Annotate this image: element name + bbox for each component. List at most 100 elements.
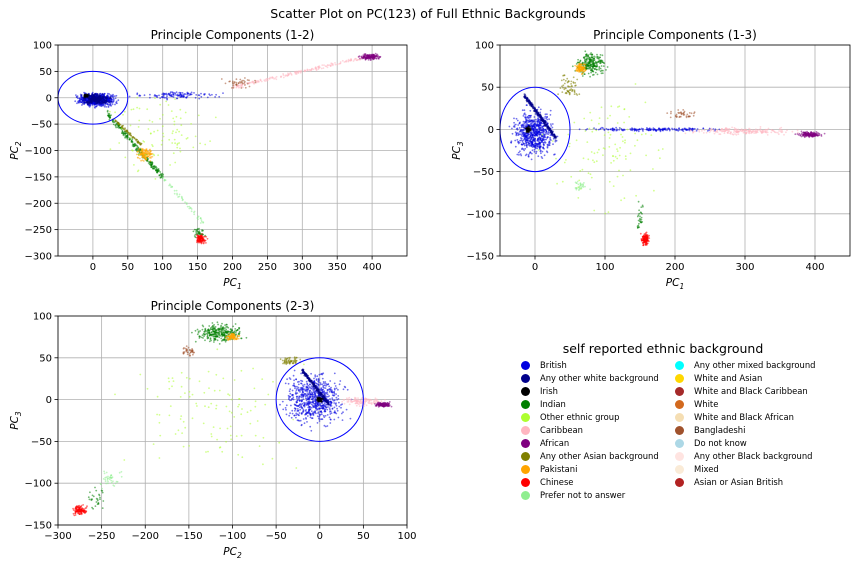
scatter-point [117, 99, 120, 102]
scatter-point [300, 396, 303, 399]
scatter-point [680, 111, 682, 114]
scatter-point [602, 147, 605, 150]
scatter-point [317, 68, 320, 71]
scatter-points [508, 50, 826, 247]
scatter-point [101, 93, 104, 95]
scatter-point [139, 94, 142, 97]
scatter-point [644, 242, 647, 245]
scatter-point [618, 154, 621, 157]
scatter-point [136, 145, 139, 148]
scatter-point [268, 77, 271, 80]
scatter-point [626, 128, 629, 131]
scatter-point [521, 133, 524, 136]
scatter-point [599, 127, 602, 130]
scatter-point [688, 115, 691, 118]
scatter-point [266, 79, 268, 82]
scatter-point [690, 129, 692, 132]
scatter-point [577, 183, 580, 186]
scatter-point [155, 165, 157, 168]
scatter-point [347, 59, 350, 62]
scatter-point [521, 129, 524, 132]
scatter-point [369, 59, 372, 61]
scatter-point [171, 185, 174, 188]
y-tick-label: −200 [25, 199, 52, 210]
y-tick-label: −100 [25, 146, 52, 157]
scatter-point [673, 127, 676, 130]
scatter-point [606, 66, 609, 68]
scatter-point [519, 153, 522, 156]
y-tick-label: 50 [39, 67, 52, 78]
scatter-point [524, 93, 527, 96]
scatter-point [521, 148, 523, 151]
scatter-point [712, 129, 715, 131]
scatter-point [519, 150, 521, 153]
scatter-point [317, 66, 320, 68]
scatter-point [176, 144, 179, 146]
scatter-point [647, 129, 649, 132]
scatter-point [177, 94, 179, 97]
scatter-point [662, 129, 664, 132]
scatter-point [533, 150, 536, 153]
scatter-point [515, 117, 518, 120]
scatter-point [302, 408, 305, 411]
scatter-point [151, 162, 154, 165]
scatter-point [759, 126, 762, 128]
scatter-point [329, 408, 331, 411]
scatter-point [646, 236, 649, 239]
scatter-point [295, 414, 298, 416]
scatter-point [675, 128, 678, 131]
scatter-point [304, 69, 306, 72]
scatter-point [514, 145, 517, 148]
scatter-point [727, 129, 730, 132]
scatter-point [580, 63, 583, 66]
scatter-point [546, 137, 549, 139]
scatter-point [567, 133, 570, 136]
scatter-point [166, 95, 168, 98]
scatter-point [292, 374, 295, 377]
scatter-point [106, 103, 109, 105]
scatter-point [657, 127, 660, 130]
scatter-point [335, 412, 338, 415]
cluster-british [279, 369, 353, 432]
scatter-point [116, 126, 119, 129]
scatter-point [584, 69, 586, 72]
scatter-point [631, 128, 633, 130]
scatter-point [675, 116, 678, 119]
scatter-point [549, 109, 552, 112]
scatter-point [519, 129, 522, 132]
scatter-point [321, 64, 324, 66]
scatter-point [601, 54, 604, 57]
scatter-point [613, 128, 616, 131]
x-tick-label: 100 [153, 262, 172, 273]
scatter-point [114, 111, 116, 114]
scatter-point [590, 71, 592, 74]
scatter-point [240, 84, 243, 87]
scatter-point [582, 56, 585, 59]
scatter-point [524, 138, 527, 141]
figure-suptitle: Scatter Plot on PC(123) of Full Ethnic B… [270, 6, 585, 21]
scatter-point [543, 124, 546, 127]
scatter-point [538, 142, 541, 145]
scatter-point [576, 61, 579, 64]
scatter-point [595, 160, 598, 163]
scatter-point [598, 56, 601, 59]
scatter-point [149, 160, 152, 162]
scatter-point [607, 211, 610, 214]
scatter-point [177, 196, 180, 198]
scatter-point [105, 98, 108, 101]
scatter-point [577, 58, 579, 61]
scatter-point [142, 140, 145, 142]
scatter-point [551, 123, 554, 125]
scatter-point [146, 108, 149, 111]
scatter-point [579, 59, 582, 62]
scatter-point [581, 168, 584, 171]
scatter-point [74, 100, 77, 103]
scatter-point [528, 114, 531, 117]
scatter-point [114, 124, 117, 127]
scatter-point [129, 124, 132, 127]
scatter-point [185, 203, 188, 206]
scatter-point [109, 103, 112, 106]
scatter-point [580, 73, 583, 76]
x-tick-label: 0 [532, 262, 538, 273]
scatter-point [131, 138, 134, 141]
